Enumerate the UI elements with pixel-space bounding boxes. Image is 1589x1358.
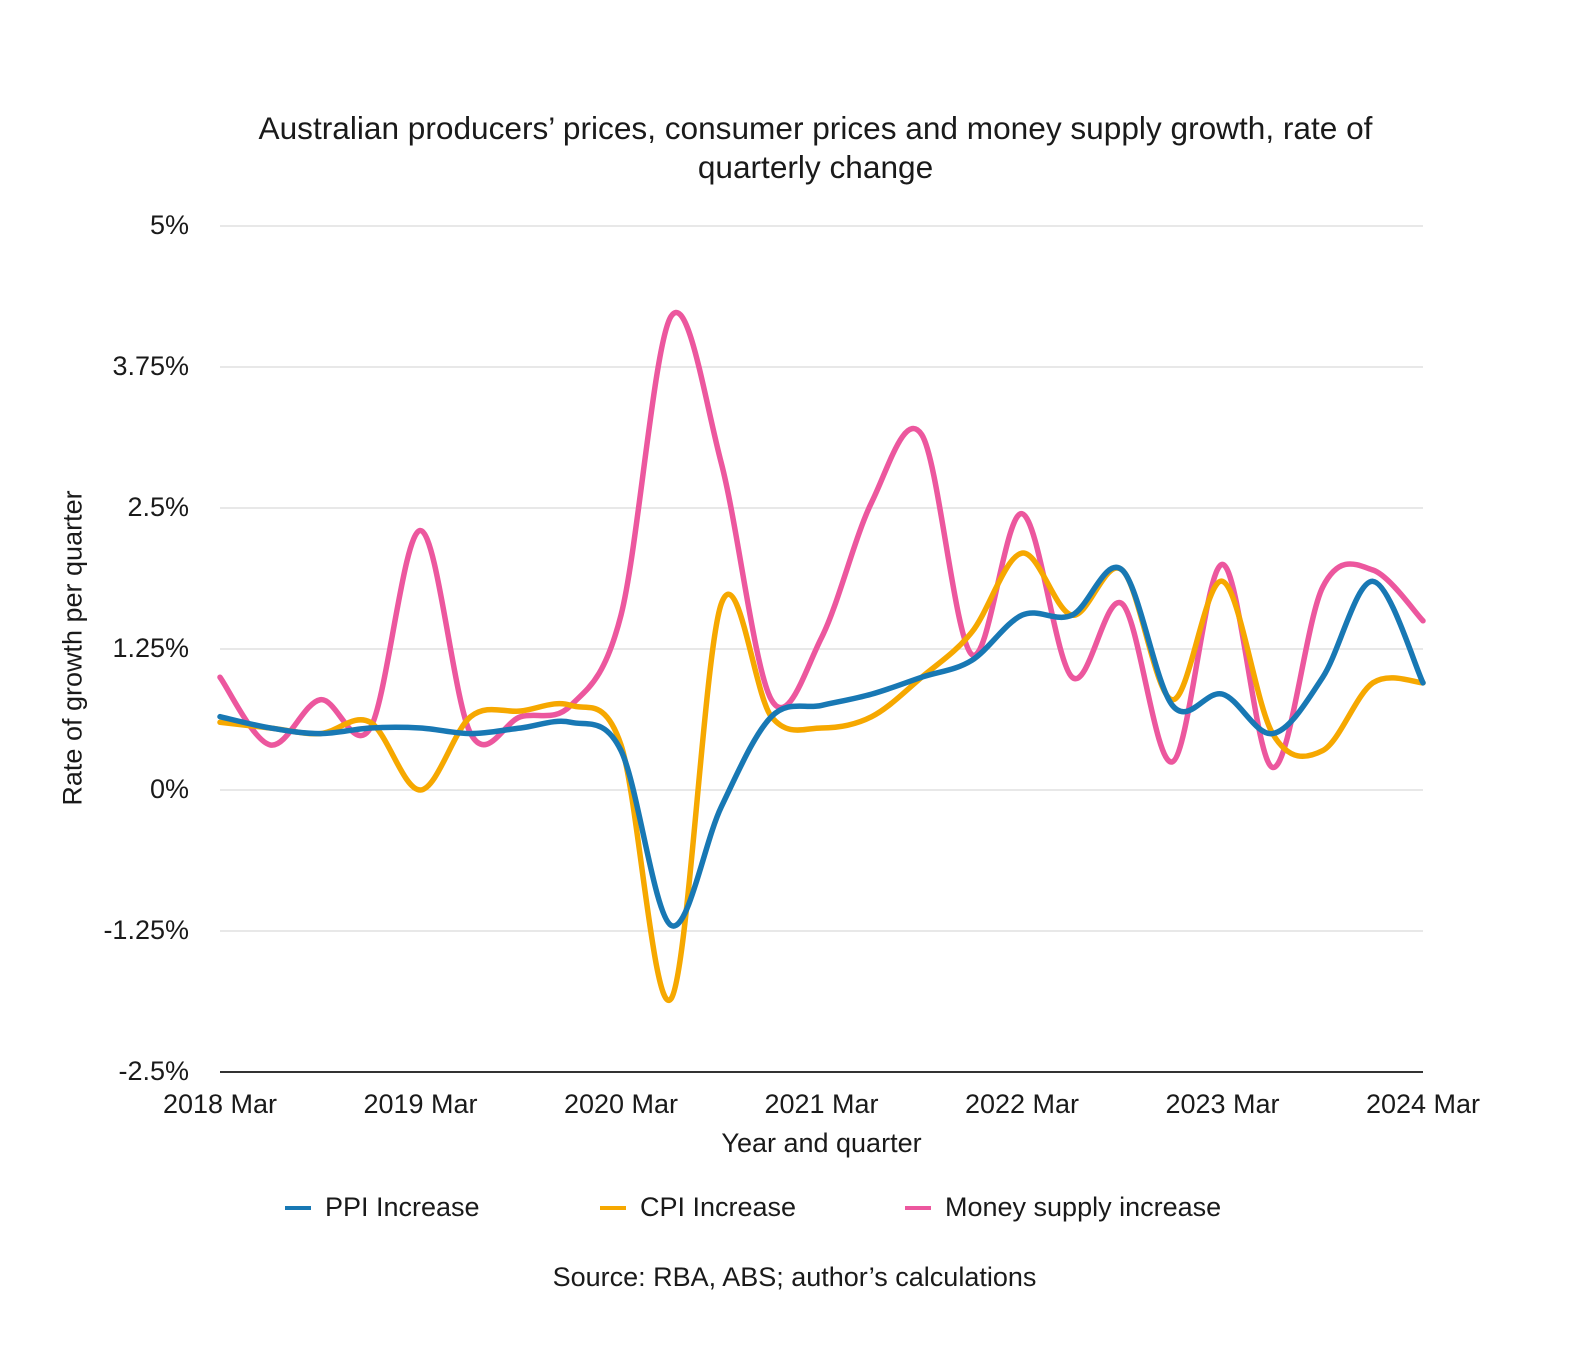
svg-text:2020 Mar: 2020 Mar <box>564 1089 678 1119</box>
svg-text:5%: 5% <box>150 210 189 240</box>
svg-text:2022 Mar: 2022 Mar <box>965 1089 1079 1119</box>
svg-text:-2.5%: -2.5% <box>118 1056 189 1086</box>
svg-text:3.75%: 3.75% <box>112 351 189 381</box>
svg-text:2019 Mar: 2019 Mar <box>363 1089 477 1119</box>
svg-text:-1.25%: -1.25% <box>103 915 189 945</box>
svg-text:2023 Mar: 2023 Mar <box>1165 1089 1279 1119</box>
svg-text:2.5%: 2.5% <box>127 492 189 522</box>
svg-text:0%: 0% <box>150 774 189 804</box>
svg-text:1.25%: 1.25% <box>112 633 189 663</box>
svg-text:2018 Mar: 2018 Mar <box>163 1089 277 1119</box>
svg-text:2024 Mar: 2024 Mar <box>1366 1089 1480 1119</box>
svg-text:2021 Mar: 2021 Mar <box>764 1089 878 1119</box>
